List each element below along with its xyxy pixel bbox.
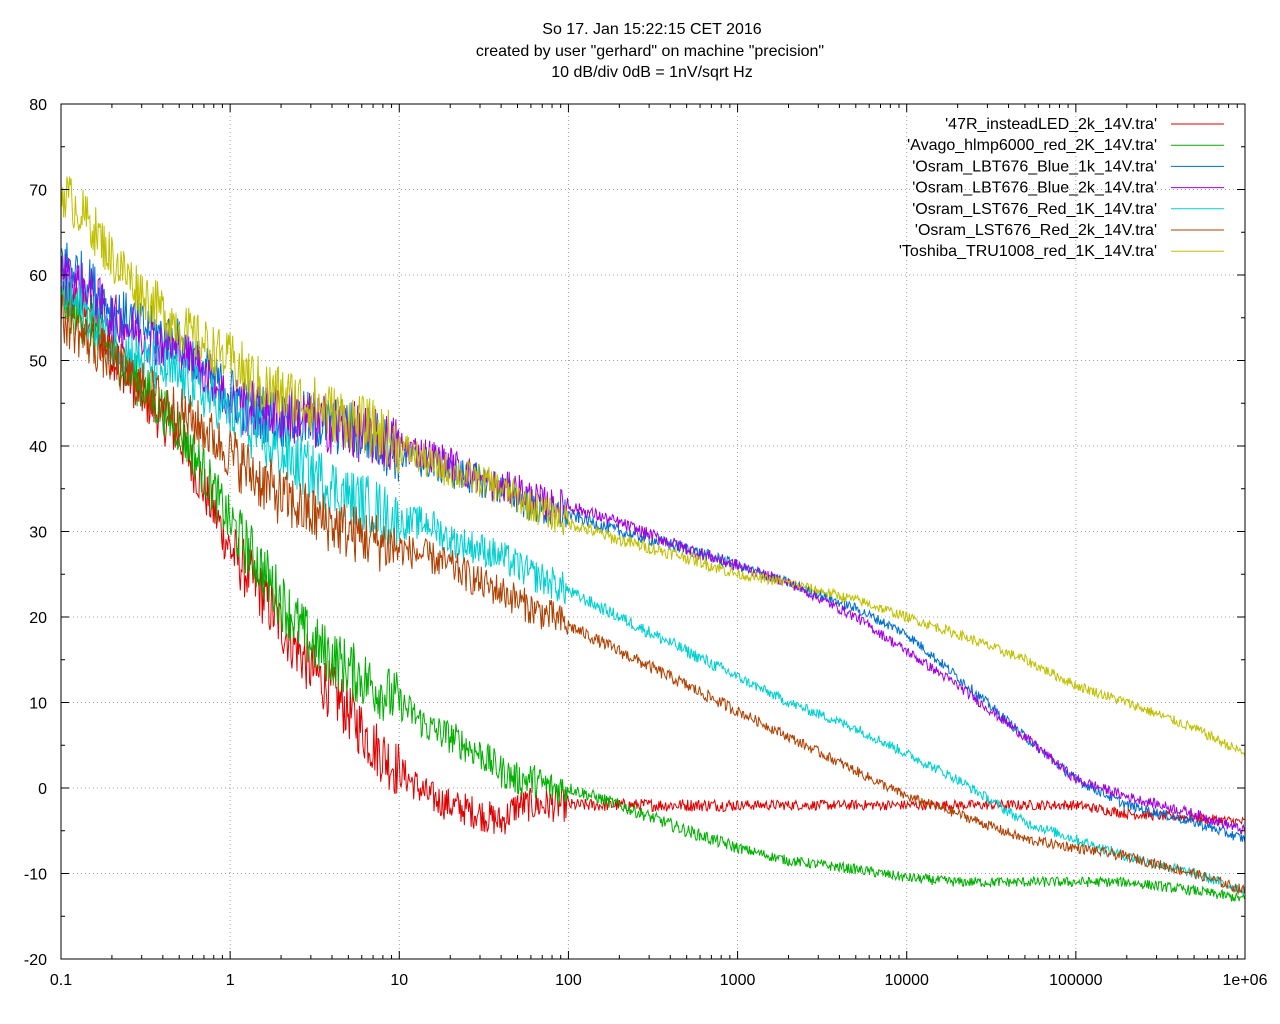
series-lines [61, 176, 1245, 902]
x-tick-label: 1 [226, 972, 235, 989]
x-tick-label: 100000 [1049, 972, 1102, 989]
series-line-4 [61, 272, 1245, 896]
x-tick-label: 1e+06 [1223, 972, 1268, 989]
y-tick-label: 60 [29, 268, 47, 285]
y-tick-label: 0 [38, 781, 47, 798]
series-line-6 [61, 176, 1245, 758]
x-tick-label: 100 [555, 972, 582, 989]
grid [61, 104, 1245, 959]
title-line-scale: 10 dB/div 0dB = 1nV/sqrt Hz [551, 64, 752, 81]
series-line-0 [61, 268, 1245, 835]
y-tick-label: 30 [29, 525, 47, 542]
legend-label: 'Osram_LBT676_Blue_1k_14V.tra' [912, 158, 1157, 175]
legend-label: 'Osram_LBT676_Blue_2k_14V.tra' [912, 180, 1157, 197]
x-tick-label: 10000 [884, 972, 929, 989]
legend-label: 'Toshiba_TRU1008_red_1K_14V.tra' [899, 243, 1157, 260]
x-tick-label: 10 [390, 972, 408, 989]
chart-title: So 17. Jan 15:22:15 CET 2016 created by … [476, 21, 824, 81]
y-tick-label: 20 [29, 610, 47, 627]
y-tick-label: 50 [29, 354, 47, 371]
y-tick-label: 40 [29, 439, 47, 456]
y-tick-label: 80 [29, 97, 47, 114]
title-line-date: So 17. Jan 15:22:15 CET 2016 [542, 21, 762, 38]
series-line-5 [61, 294, 1245, 895]
legend: '47R_insteadLED_2k_14V.tra' 'Avago_hlmp60… [899, 116, 1224, 260]
legend-label: '47R_insteadLED_2k_14V.tra' [945, 116, 1157, 133]
x-tick-label: 1000 [720, 972, 756, 989]
series-line-1 [61, 281, 1245, 902]
x-tick-label: 0.1 [50, 972, 72, 989]
legend-label: 'Osram_LST676_Red_1K_14V.tra' [912, 201, 1157, 218]
legend-label: 'Osram_LST676_Red_2k_14V.tra' [915, 222, 1157, 239]
title-line-creator: created by user "gerhard" on machine "pr… [476, 43, 824, 60]
y-tick-label: 10 [29, 696, 47, 713]
legend-label: 'Avago_hlmp6000_red_2K_14V.tra' [907, 137, 1157, 154]
y-tick-label: -20 [24, 952, 47, 969]
y-tick-label: -10 [24, 867, 47, 884]
y-tick-label: 70 [29, 183, 47, 200]
